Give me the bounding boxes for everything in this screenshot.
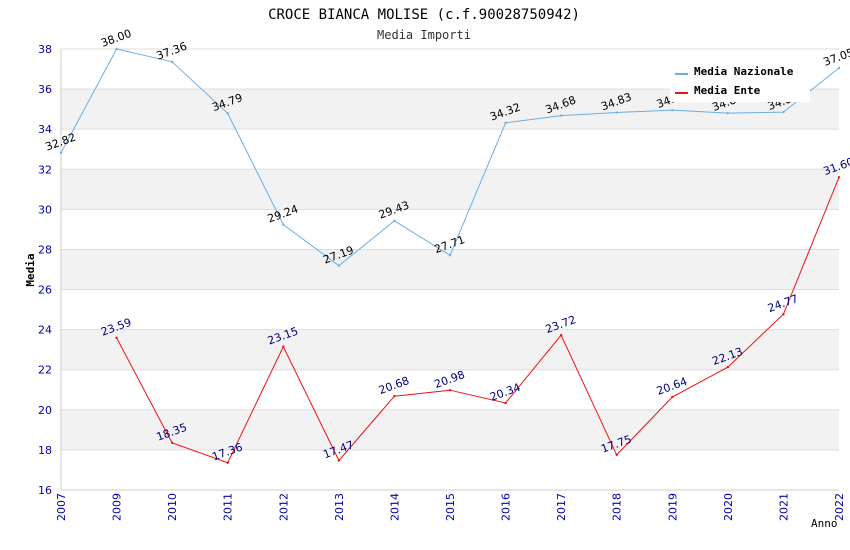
x-tick-labels: 2007 2009 2010 2011 2012 2013 2014 2015 2016 2017… bbox=[55, 493, 846, 521]
data-point bbox=[115, 47, 118, 51]
y-tick-label: 32 bbox=[38, 163, 52, 176]
legend-box bbox=[670, 60, 810, 102]
data-point bbox=[282, 345, 285, 348]
legend-label-1: Media Ente bbox=[694, 84, 761, 97]
data-point bbox=[726, 111, 730, 115]
x-tick-label: 2019 bbox=[666, 493, 679, 521]
data-point bbox=[504, 401, 507, 405]
data-label: 38.00 bbox=[99, 27, 133, 50]
band bbox=[61, 329, 839, 370]
series-lines bbox=[59, 47, 841, 464]
legend: Media Nazionale Media Ente bbox=[670, 60, 810, 102]
x-tick-label: 2021 bbox=[777, 493, 790, 521]
band bbox=[61, 409, 839, 450]
data-label: 20.98 bbox=[433, 368, 467, 391]
y-tick-label: 24 bbox=[38, 324, 52, 337]
y-tick-label: 20 bbox=[38, 404, 52, 417]
data-point bbox=[337, 264, 341, 267]
x-tick-label: 2022 bbox=[833, 493, 846, 521]
data-label: 20.34 bbox=[488, 381, 522, 404]
data-point bbox=[782, 313, 785, 316]
x-tick-label: 2010 bbox=[166, 493, 179, 521]
x-axis-title: Anno bbox=[811, 517, 838, 530]
data-point bbox=[615, 453, 618, 457]
data-point bbox=[837, 66, 841, 70]
data-point bbox=[726, 365, 730, 369]
x-tick-label: 2013 bbox=[333, 493, 346, 521]
data-point bbox=[170, 60, 174, 64]
data-point bbox=[115, 336, 118, 340]
data-point bbox=[671, 395, 674, 399]
data-point bbox=[559, 334, 563, 337]
data-point bbox=[448, 388, 452, 392]
data-point bbox=[282, 223, 285, 226]
chart-title: CROCE BIANCA MOLISE (c.f.90028750942) bbox=[268, 7, 580, 23]
data-point bbox=[226, 112, 229, 115]
data-point bbox=[170, 441, 174, 445]
data-point bbox=[337, 459, 341, 462]
x-tick-label: 2015 bbox=[444, 493, 457, 521]
y-tick-label: 22 bbox=[38, 364, 52, 377]
data-point bbox=[393, 394, 396, 398]
x-tick-label: 2020 bbox=[722, 493, 735, 521]
x-tick-label: 2007 bbox=[55, 493, 68, 521]
y-tick-label: 28 bbox=[38, 243, 52, 256]
x-tick-label: 2009 bbox=[111, 493, 124, 521]
data-point bbox=[837, 176, 841, 179]
data-point bbox=[226, 461, 229, 464]
series-line-1 bbox=[116, 177, 840, 464]
data-label: 37.36 bbox=[155, 40, 189, 63]
data-point bbox=[448, 254, 452, 257]
x-tick-label: 2017 bbox=[555, 493, 568, 521]
x-tick-label: 2012 bbox=[277, 493, 290, 521]
y-tick-label: 26 bbox=[38, 284, 52, 297]
axes bbox=[60, 49, 839, 491]
y-tick-label: 36 bbox=[38, 83, 52, 96]
data-point bbox=[559, 114, 563, 117]
data-label: 24.77 bbox=[766, 292, 800, 315]
data-point bbox=[59, 151, 63, 155]
data-label: 20.64 bbox=[655, 375, 689, 398]
x-tick-label: 2011 bbox=[222, 493, 235, 521]
data-point bbox=[782, 110, 785, 114]
x-tick-label: 2014 bbox=[388, 493, 401, 521]
data-label: 20.68 bbox=[377, 374, 411, 397]
data-point bbox=[393, 219, 396, 222]
y-tick-labels: 16 18 20 22 24 26 28 30 32 34 36 38 bbox=[38, 43, 52, 497]
data-point bbox=[504, 121, 507, 124]
y-tick-label: 18 bbox=[38, 444, 52, 457]
legend-label-0: Media Nazionale bbox=[694, 65, 794, 78]
data-point bbox=[615, 111, 618, 114]
y-tick-label: 34 bbox=[38, 123, 52, 136]
x-tick-label: 2016 bbox=[500, 493, 513, 521]
y-axis-title: Media bbox=[24, 253, 37, 286]
x-tick-label: 2018 bbox=[611, 493, 624, 521]
y-tick-label: 30 bbox=[38, 203, 52, 216]
data-point bbox=[671, 108, 674, 112]
chart-subtitle: Media Importi bbox=[377, 28, 471, 42]
y-tick-label: 38 bbox=[38, 43, 52, 56]
plot-bands bbox=[61, 89, 839, 450]
band bbox=[61, 169, 839, 210]
y-tick-label: 16 bbox=[38, 484, 52, 497]
